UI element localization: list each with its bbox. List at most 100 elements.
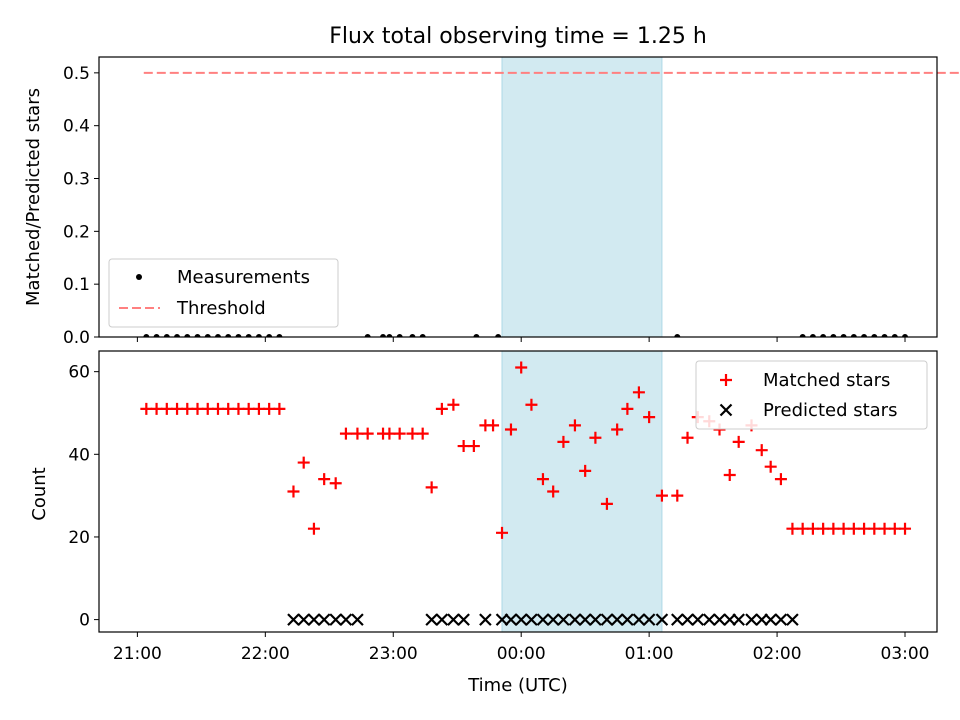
matched-star-point (467, 440, 480, 453)
predicted-star-point (425, 613, 438, 626)
matched-star-point (487, 419, 500, 432)
matched-star-point (496, 526, 509, 539)
matched-star-point (307, 522, 320, 535)
x-tick-label: 23:00 (369, 644, 418, 664)
measurement-point (174, 334, 181, 337)
matched-star-point (837, 522, 850, 535)
matched-star-point (732, 435, 745, 448)
predicted-star-point (671, 613, 684, 626)
predicted-star-point (732, 613, 745, 626)
matched-star-point (655, 489, 668, 502)
measurement-point (861, 334, 868, 337)
matched-star-point (817, 522, 830, 535)
matched-stars-points (140, 361, 912, 539)
matched-star-point (383, 427, 396, 440)
predicted-star-point (755, 613, 769, 626)
measurement-point (799, 334, 806, 337)
measurement-point (235, 334, 242, 337)
x-tick-label: 21:00 (113, 644, 162, 664)
measurement-point (225, 334, 232, 337)
measurement-point (840, 334, 847, 337)
predicted-star-point (504, 613, 518, 626)
matched-star-point (232, 402, 245, 415)
matched-star-point (643, 411, 656, 424)
predicted-star-point (339, 613, 353, 626)
matched-star-point (339, 427, 352, 440)
matched-star-point (557, 435, 570, 448)
measurement-point (419, 334, 426, 337)
predicted-star-point (568, 613, 582, 626)
measurement-point (674, 334, 681, 337)
bottom-y-tick-label: 40 (68, 445, 90, 465)
matched-star-point (796, 522, 809, 535)
matched-star-point (181, 402, 194, 415)
measurement-point (473, 334, 480, 337)
matched-star-point (547, 485, 560, 498)
measurement-point (266, 334, 273, 337)
measurement-point (276, 334, 283, 337)
matched-star-point (329, 477, 342, 490)
top-axes-frame (98, 56, 938, 338)
matched-star-point (393, 427, 406, 440)
predicted-star-point (435, 613, 449, 626)
bottom-y-tick-label: 60 (68, 363, 90, 383)
measurement-point (809, 334, 816, 337)
predicted-star-point (578, 613, 592, 626)
predicted-star-point (723, 613, 737, 626)
matched-star-point (888, 522, 901, 535)
legend-matched-label: Matched stars (763, 370, 890, 391)
top-panel: 0.0 0.1 0.2 0.3 0.4 0.5 Measurements Threshold (63, 56, 960, 348)
top-shaded-span (501, 56, 663, 338)
measurement-point (380, 334, 387, 337)
predicted-star-point (691, 613, 705, 626)
measurement-point (891, 334, 898, 337)
measurement-point (153, 334, 160, 337)
predicted-star-point (525, 613, 538, 626)
predicted-star-point (351, 613, 364, 626)
measurement-point (163, 334, 170, 337)
matched-star-point (406, 427, 419, 440)
measurement-point (214, 334, 221, 337)
predicted-star-point (557, 613, 570, 626)
matched-star-point (632, 386, 645, 399)
matched-star-point (191, 402, 204, 415)
matched-star-point (457, 440, 470, 453)
predicted-star-point (514, 613, 528, 626)
matched-star-point (447, 398, 460, 411)
legend-predicted-marker (719, 403, 733, 417)
matched-star-point (611, 423, 624, 436)
top-y-tick-label: 0.1 (63, 275, 90, 295)
matched-star-point (899, 522, 912, 535)
matched-star-point (671, 489, 684, 502)
matched-star-point (568, 419, 581, 432)
measurement-point (881, 334, 888, 337)
matched-star-point (806, 522, 819, 535)
matched-star-point (140, 402, 153, 415)
legend-measurements-label: Measurements (177, 267, 310, 288)
matched-star-point (827, 522, 840, 535)
matched-star-point (755, 444, 768, 457)
matched-star-point (150, 402, 163, 415)
measurement-point (830, 334, 837, 337)
matched-star-point (201, 402, 214, 415)
x-tick-label: 02:00 (753, 644, 802, 664)
matched-star-point (351, 427, 364, 440)
bottom-y-tick-label: 0 (79, 611, 90, 631)
matched-star-point (425, 481, 438, 494)
measurement-point (364, 334, 371, 337)
predicted-star-point (589, 613, 602, 626)
bottom-legend: Matched stars Predicted stars (695, 360, 928, 430)
predicted-star-point (786, 613, 799, 626)
top-y-tick-label: 0.0 (63, 328, 90, 348)
predicted-star-point (317, 613, 331, 626)
predicted-star-point (287, 613, 300, 626)
matched-star-point (287, 485, 300, 498)
predicted-star-point (774, 613, 788, 626)
legend-measurements-marker (136, 274, 142, 280)
matched-star-point (171, 402, 184, 415)
matched-star-point (242, 402, 255, 415)
measurement-point (871, 334, 878, 337)
matched-star-point (723, 468, 736, 481)
measurement-point (409, 334, 416, 337)
predicted-star-point (329, 613, 342, 626)
